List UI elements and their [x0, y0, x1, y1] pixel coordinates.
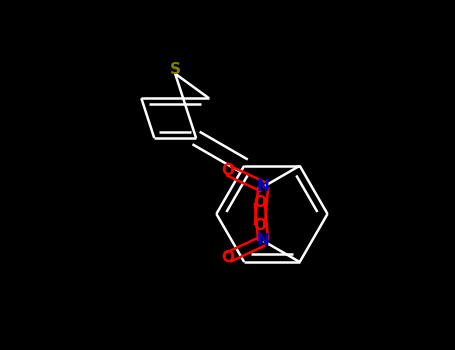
- Text: O: O: [222, 250, 234, 265]
- Text: N: N: [257, 233, 269, 248]
- Text: O: O: [253, 195, 266, 210]
- Text: O: O: [222, 163, 234, 178]
- Text: N: N: [257, 180, 269, 194]
- Text: S: S: [170, 62, 181, 77]
- Text: O: O: [253, 218, 266, 233]
